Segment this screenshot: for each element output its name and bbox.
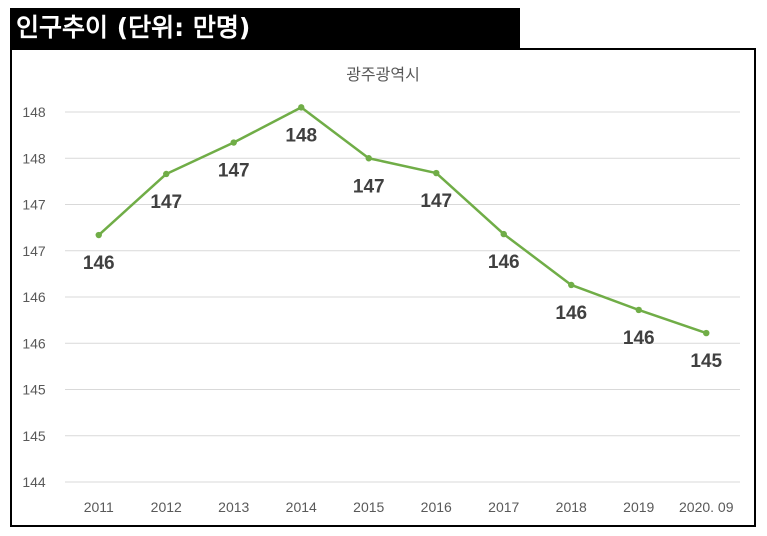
data-point bbox=[433, 169, 440, 177]
x-tick-label: 2017 bbox=[488, 499, 519, 515]
data-label: 148 bbox=[285, 125, 317, 146]
data-label: 147 bbox=[353, 176, 385, 197]
series-layer bbox=[95, 104, 710, 337]
data-label: 145 bbox=[690, 351, 722, 372]
data-label: 147 bbox=[420, 191, 452, 212]
data-point bbox=[230, 139, 237, 146]
data-point bbox=[163, 170, 170, 178]
y-tick-label: 144 bbox=[22, 474, 46, 490]
y-tick-label: 146 bbox=[22, 289, 46, 305]
data-label: 146 bbox=[83, 253, 115, 274]
y-tick-label: 148 bbox=[22, 150, 46, 166]
data-point bbox=[635, 306, 642, 314]
data-label: 147 bbox=[150, 192, 182, 213]
y-tick-label: 147 bbox=[22, 243, 46, 259]
y-tick-label: 147 bbox=[22, 197, 46, 213]
chart-title: 광주광역시 bbox=[346, 65, 420, 84]
data-label: 146 bbox=[488, 252, 520, 273]
x-tick-label: 2011 bbox=[84, 499, 114, 515]
y-tick-label: 145 bbox=[22, 382, 46, 398]
x-tick-label: 2020. 09 bbox=[679, 499, 734, 515]
chart-heading: 인구추이 (단위: 만명) bbox=[10, 8, 520, 48]
y-tick-label: 148 bbox=[22, 104, 46, 120]
data-point bbox=[298, 104, 305, 111]
chart-frame bbox=[10, 48, 756, 527]
gridlines bbox=[65, 111, 740, 483]
y-tick-label: 145 bbox=[22, 428, 46, 444]
x-tick-label: 2012 bbox=[151, 499, 182, 515]
x-tick-label: 2019 bbox=[623, 499, 654, 515]
x-tick-label: 2015 bbox=[353, 499, 384, 515]
x-tick-label: 2013 bbox=[218, 499, 249, 515]
data-label: 147 bbox=[218, 161, 250, 182]
y-tick-label: 146 bbox=[22, 335, 46, 351]
data-point bbox=[568, 281, 575, 289]
x-tick-label: 2016 bbox=[421, 499, 452, 515]
data-point bbox=[95, 231, 102, 239]
series-line bbox=[97, 106, 707, 335]
x-tick-label: 2014 bbox=[286, 499, 317, 515]
data-label: 146 bbox=[623, 328, 655, 349]
data-point bbox=[703, 329, 710, 337]
data-labels: 146 147 147 148 147 147 146 146 146 145 bbox=[83, 125, 723, 372]
data-point bbox=[500, 230, 507, 238]
data-label: 146 bbox=[555, 303, 587, 324]
y-axis-ticks: 144 145 145 146 146 147 147 148 148 bbox=[22, 104, 46, 490]
x-tick-label: 2018 bbox=[556, 499, 587, 515]
data-point bbox=[365, 155, 372, 162]
x-axis-ticks: 2011 2012 2013 2014 2015 2016 2017 2018 2019 2020… bbox=[84, 499, 734, 515]
